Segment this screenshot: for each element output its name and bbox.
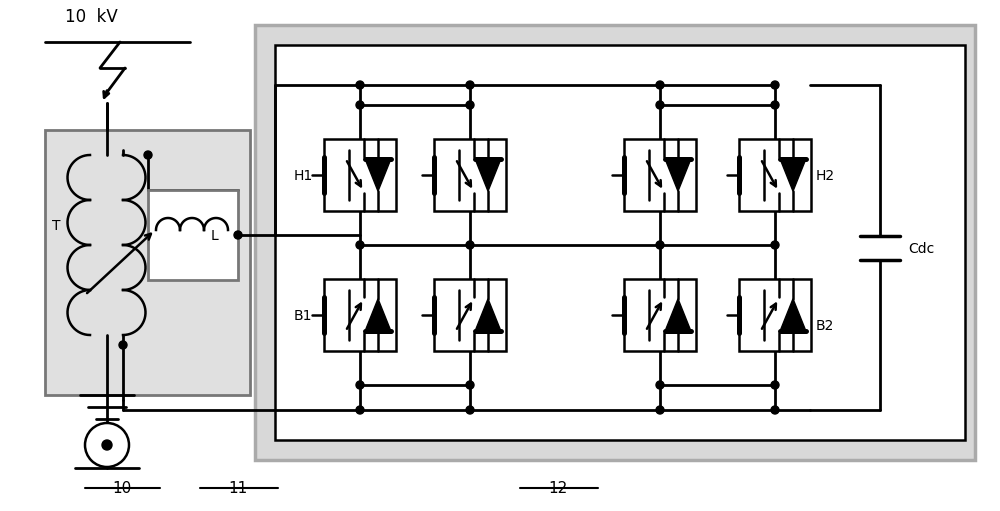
Circle shape [102,440,112,450]
Circle shape [466,101,474,109]
Circle shape [656,381,664,389]
Bar [624,139,696,211]
Polygon shape [665,159,691,191]
Polygon shape [475,159,501,191]
Text: 12: 12 [548,481,567,496]
Text: 10  kV: 10 kV [65,8,118,26]
Text: H2: H2 [816,169,835,183]
Text: L: L [211,229,219,243]
Text: Cdc: Cdc [908,242,934,256]
Polygon shape [780,159,806,191]
Bar [624,279,696,351]
Circle shape [356,381,364,389]
Polygon shape [665,299,691,331]
Text: B1: B1 [294,309,313,323]
Bar [434,139,506,211]
Circle shape [656,406,664,414]
Circle shape [144,151,152,159]
Circle shape [466,241,474,249]
Bar [739,279,811,351]
Text: B2: B2 [816,319,834,333]
Circle shape [771,81,779,89]
Circle shape [656,81,664,89]
Bar [739,139,811,211]
Text: 11: 11 [228,481,247,496]
Bar [434,279,506,351]
Polygon shape [475,299,501,331]
Text: H1: H1 [294,169,313,183]
Polygon shape [365,299,391,331]
Circle shape [466,406,474,414]
Polygon shape [365,159,391,191]
Circle shape [656,101,664,109]
Circle shape [356,406,364,414]
Bar [324,139,396,211]
Circle shape [656,241,664,249]
Circle shape [234,231,242,239]
Circle shape [771,381,779,389]
Circle shape [356,241,364,249]
Circle shape [356,101,364,109]
Circle shape [466,381,474,389]
Circle shape [119,341,127,349]
Circle shape [466,81,474,89]
Polygon shape [780,299,806,331]
Bar [45,130,250,395]
Text: T: T [52,219,61,233]
Circle shape [771,101,779,109]
Bar [148,190,238,280]
Circle shape [85,423,129,467]
Bar [255,25,975,460]
Bar [324,279,396,351]
Circle shape [771,241,779,249]
Circle shape [356,81,364,89]
Circle shape [771,406,779,414]
Text: 10: 10 [112,481,131,496]
Bar [275,45,965,440]
